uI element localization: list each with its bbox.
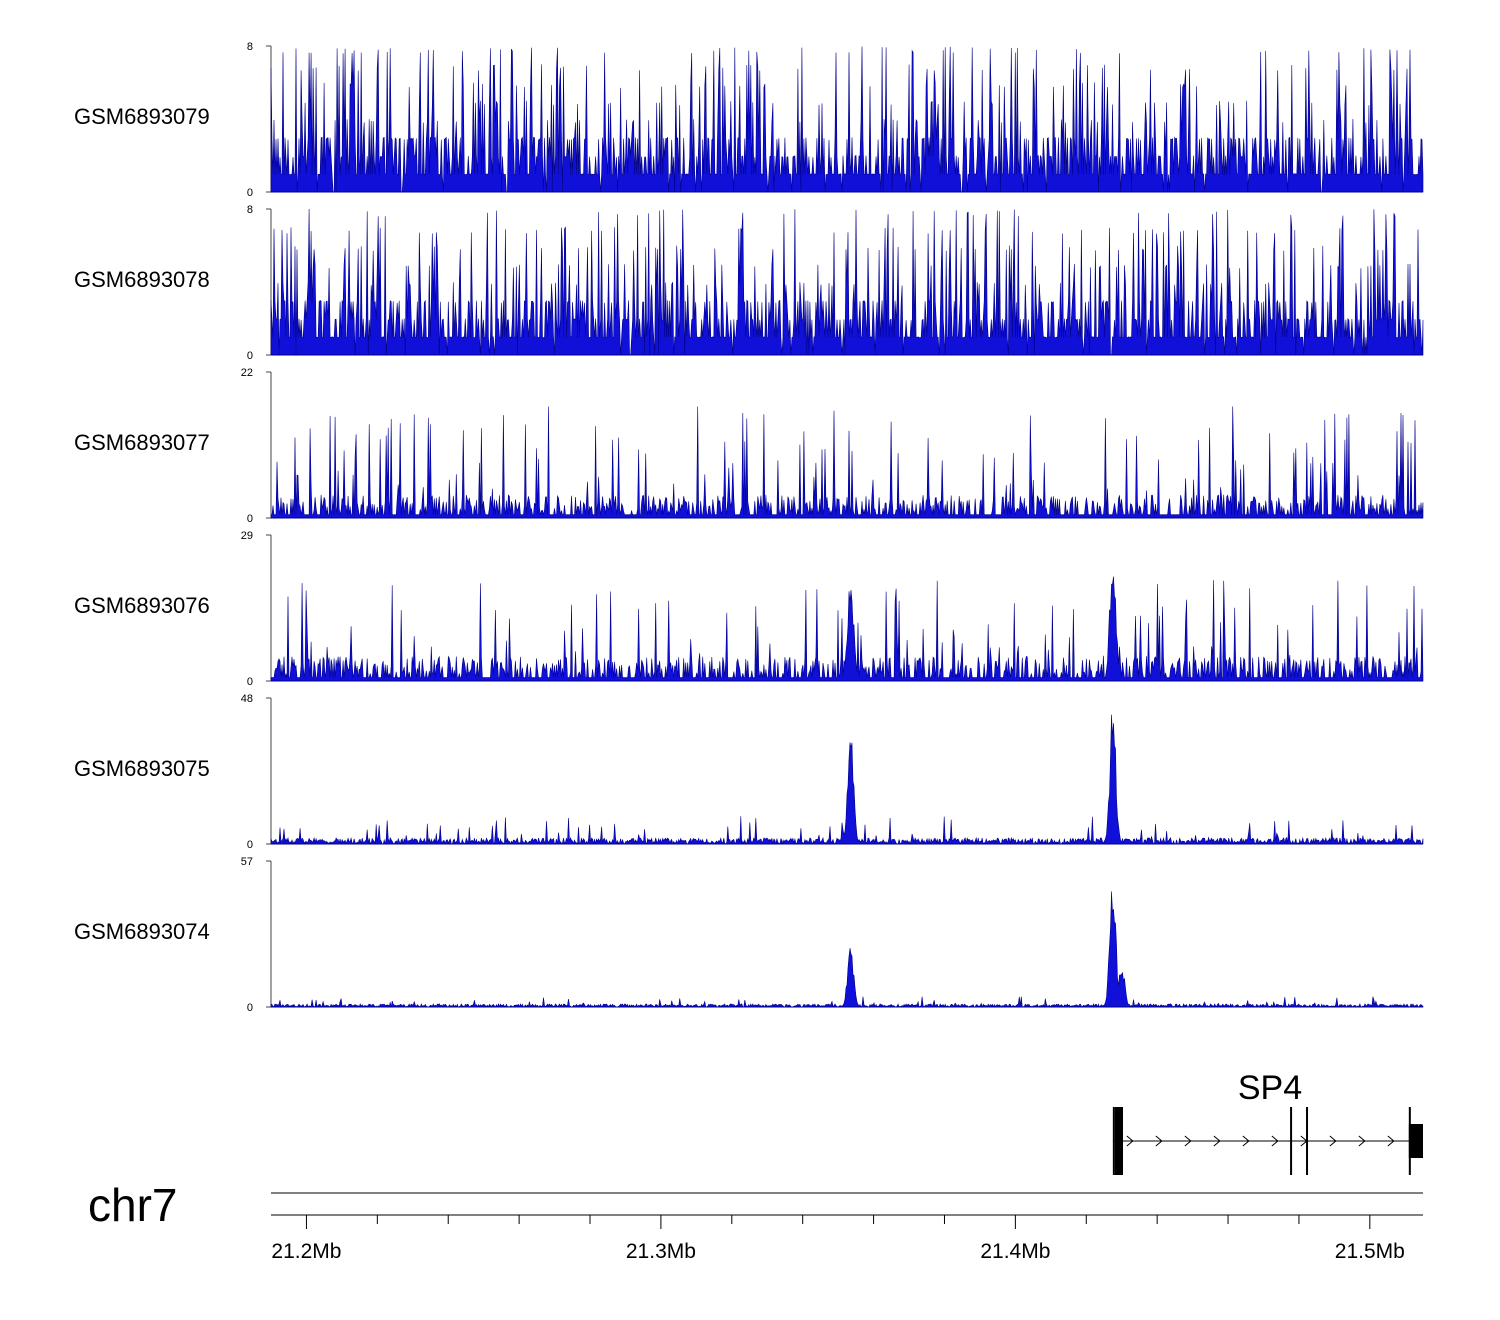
strand-arrow	[1213, 1135, 1221, 1147]
tick-label: 21.2Mb	[271, 1240, 341, 1263]
y-tick-label-max: 22	[241, 367, 253, 379]
y-tick-label-min: 0	[247, 676, 253, 688]
track-label-GSM6893074: GSM6893074	[74, 919, 210, 944]
exon-2	[1306, 1107, 1309, 1175]
strand-arrow	[1155, 1135, 1163, 1147]
strand-arrow	[1271, 1135, 1279, 1147]
y-tick-label-max: 29	[241, 530, 253, 542]
tick-label: 21.4Mb	[980, 1240, 1050, 1263]
tick-label: 21.5Mb	[1335, 1240, 1405, 1263]
track-label-GSM6893077: GSM6893077	[74, 430, 210, 455]
y-tick-label-min: 0	[247, 187, 253, 199]
exon-3	[1408, 1124, 1423, 1158]
exon-utr-0	[1112, 1107, 1115, 1175]
chromosome-label: chr7	[88, 1179, 178, 1231]
track-label-GSM6893076: GSM6893076	[74, 593, 210, 618]
coverage-GSM6893077	[270, 406, 1424, 519]
gene-name: SP4	[1238, 1069, 1302, 1107]
y-tick-label-min: 0	[247, 513, 253, 525]
y-tick-label-max: 8	[247, 204, 253, 216]
y-tick-label-max: 48	[241, 693, 253, 705]
exon-0	[1114, 1107, 1123, 1175]
y-tick-label-max: 8	[247, 41, 253, 53]
strand-arrow	[1126, 1135, 1134, 1147]
y-tick-label-min: 0	[247, 839, 253, 851]
coverage-GSM6893079	[270, 46, 1424, 193]
y-tick-label-max: 57	[241, 856, 253, 868]
coverage-GSM6893075	[270, 714, 1424, 845]
strand-arrow	[1242, 1135, 1250, 1147]
coverage-GSM6893074	[270, 891, 1424, 1009]
strand-arrow	[1329, 1135, 1337, 1147]
strand-arrow	[1387, 1135, 1395, 1147]
strand-arrow	[1358, 1135, 1366, 1147]
track-label-GSM6893078: GSM6893078	[74, 267, 210, 292]
track-label-GSM6893075: GSM6893075	[74, 756, 210, 781]
y-tick-label-min: 0	[247, 350, 253, 362]
tick-label: 21.3Mb	[626, 1240, 696, 1263]
exon-1	[1290, 1107, 1293, 1175]
y-tick-label-min: 0	[247, 1002, 253, 1014]
strand-arrow	[1184, 1135, 1192, 1147]
coverage-GSM6893078	[270, 208, 1424, 356]
coverage-GSM6893076	[270, 576, 1424, 682]
track-label-GSM6893079: GSM6893079	[74, 104, 210, 129]
